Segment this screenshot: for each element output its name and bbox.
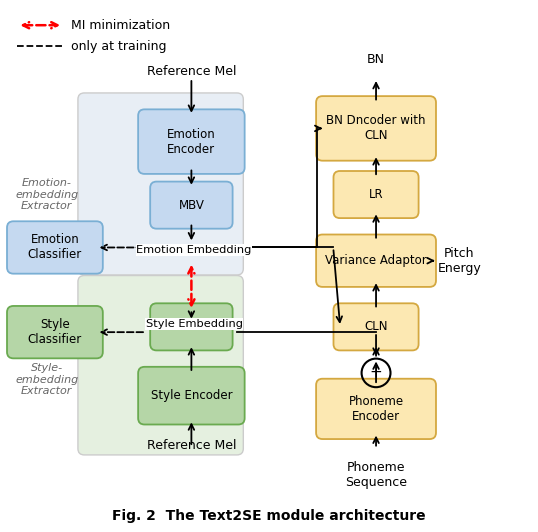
FancyBboxPatch shape <box>334 171 419 218</box>
FancyBboxPatch shape <box>78 276 243 455</box>
Text: Phoneme
Encoder: Phoneme Encoder <box>349 395 404 423</box>
FancyBboxPatch shape <box>78 93 243 275</box>
Text: Style Encoder: Style Encoder <box>151 389 232 402</box>
Text: Reference Mel: Reference Mel <box>147 65 236 78</box>
FancyBboxPatch shape <box>138 110 245 174</box>
Text: Fig. 2  The Text2SE module architecture: Fig. 2 The Text2SE module architecture <box>112 509 426 523</box>
Text: Emotion-
embedding
Extractor: Emotion- embedding Extractor <box>15 178 79 211</box>
FancyBboxPatch shape <box>7 306 103 359</box>
Text: Variance Adaptor: Variance Adaptor <box>325 254 427 267</box>
Text: MBV: MBV <box>179 320 204 334</box>
Text: Style Embedding: Style Embedding <box>146 319 243 329</box>
Text: BN: BN <box>367 53 385 66</box>
Text: LR: LR <box>369 188 384 201</box>
FancyBboxPatch shape <box>138 367 245 425</box>
FancyBboxPatch shape <box>150 303 232 351</box>
Text: Style-
embedding
Extractor: Style- embedding Extractor <box>15 363 79 396</box>
FancyBboxPatch shape <box>150 181 232 229</box>
FancyBboxPatch shape <box>334 303 419 351</box>
Text: MI minimization: MI minimization <box>71 19 170 32</box>
Text: Phoneme
Sequence: Phoneme Sequence <box>345 461 407 489</box>
Text: Emotion
Encoder: Emotion Encoder <box>167 128 216 156</box>
Text: +: + <box>370 365 383 380</box>
Text: MBV: MBV <box>179 198 204 212</box>
Text: Style
Classifier: Style Classifier <box>28 318 82 346</box>
Text: Reference Mel: Reference Mel <box>147 439 236 452</box>
FancyBboxPatch shape <box>316 96 436 161</box>
Text: BN Dncoder with
CLN: BN Dncoder with CLN <box>326 114 426 143</box>
Text: Emotion Embedding: Emotion Embedding <box>136 245 252 255</box>
Text: only at training: only at training <box>71 40 166 53</box>
FancyBboxPatch shape <box>316 379 436 439</box>
FancyBboxPatch shape <box>316 235 436 287</box>
FancyBboxPatch shape <box>7 221 103 273</box>
Text: CLN: CLN <box>364 320 388 334</box>
Text: Pitch
Energy: Pitch Energy <box>437 247 482 275</box>
Text: Emotion
Classifier: Emotion Classifier <box>28 234 82 261</box>
